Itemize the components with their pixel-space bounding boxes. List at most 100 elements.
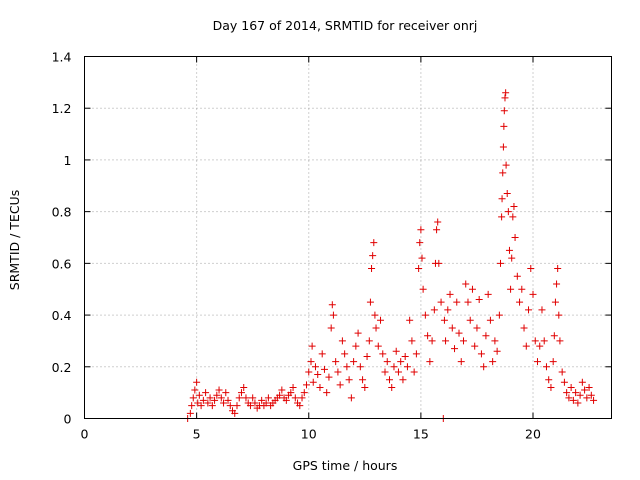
- data-point: [583, 394, 591, 402]
- data-point: [550, 332, 558, 340]
- data-point: [553, 280, 561, 288]
- data-point: [385, 376, 393, 384]
- data-point: [363, 352, 371, 360]
- data-point: [482, 332, 490, 340]
- data-point: [354, 329, 362, 337]
- data-point: [510, 202, 518, 210]
- data-point: [462, 280, 470, 288]
- data-point: [448, 324, 456, 332]
- data-point: [558, 368, 566, 376]
- data-point: [320, 365, 328, 373]
- data-point: [350, 358, 358, 366]
- data-point: [475, 296, 483, 304]
- data-point: [513, 272, 521, 280]
- data-point: [369, 252, 377, 260]
- data-point: [503, 190, 511, 198]
- grid: [84, 56, 612, 419]
- data-point: [572, 389, 580, 397]
- data-point: [189, 394, 197, 402]
- data-point: [345, 376, 353, 384]
- data-point: [511, 234, 519, 241]
- data-point: [233, 402, 241, 410]
- data-point: [444, 306, 452, 314]
- data-point: [343, 363, 351, 371]
- data-point: [533, 358, 541, 366]
- data-point: [282, 396, 290, 404]
- data-point: [560, 378, 568, 386]
- data-point: [500, 107, 508, 115]
- data-point: [208, 402, 216, 410]
- data-point: [569, 396, 577, 404]
- data-point: [480, 363, 488, 371]
- data-point: [213, 391, 221, 399]
- data-point: [499, 143, 507, 151]
- axis-ticks: [84, 56, 612, 419]
- data-point: [303, 381, 311, 389]
- data-point: [498, 213, 506, 221]
- data-point: [406, 316, 414, 324]
- data-point: [493, 347, 501, 355]
- data-point: [246, 402, 254, 410]
- data-point: [419, 285, 427, 293]
- data-point: [518, 285, 526, 293]
- data-point: [489, 358, 497, 366]
- data-point: [471, 342, 479, 350]
- y-tick-label: 1.4: [52, 50, 72, 65]
- data-point: [352, 342, 360, 350]
- data-point: [365, 337, 373, 345]
- data-point: [590, 396, 598, 404]
- data-point: [377, 316, 385, 324]
- data-point: [435, 259, 443, 267]
- data-point: [484, 290, 492, 298]
- y-tick-label: 1.2: [52, 101, 72, 116]
- data-point: [509, 213, 517, 221]
- data-point: [361, 383, 369, 391]
- x-tick-label: 0: [81, 427, 89, 442]
- data-point: [587, 391, 595, 399]
- data-point: [457, 358, 465, 366]
- data-point: [298, 394, 306, 402]
- data-point: [499, 169, 507, 177]
- data-point: [549, 358, 557, 366]
- data-point: [291, 394, 299, 402]
- data-point: [394, 368, 402, 376]
- y-tick-label: 0.2: [52, 360, 72, 375]
- data-point: [565, 394, 573, 402]
- data-point: [507, 285, 515, 293]
- data-points: [184, 89, 598, 422]
- data-point: [502, 161, 510, 169]
- data-point: [424, 332, 432, 340]
- data-point: [434, 218, 442, 226]
- data-point: [430, 306, 438, 314]
- data-point: [371, 311, 379, 319]
- x-axis-label: GPS time / hours: [293, 458, 398, 473]
- data-point: [370, 239, 378, 247]
- data-point: [468, 285, 476, 293]
- y-tick-label: 1: [64, 153, 72, 168]
- data-point: [327, 324, 335, 332]
- data-point: [545, 376, 553, 384]
- data-point: [356, 363, 364, 371]
- data-point: [329, 311, 337, 319]
- data-point: [305, 368, 313, 376]
- data-point: [563, 389, 571, 397]
- data-point: [567, 383, 575, 391]
- data-point: [334, 368, 342, 376]
- data-point: [502, 89, 510, 97]
- data-point: [231, 409, 239, 417]
- data-point: [332, 358, 340, 366]
- data-point: [585, 383, 593, 391]
- data-point: [359, 376, 367, 384]
- data-point: [486, 316, 494, 324]
- data-point: [264, 394, 272, 402]
- data-point: [195, 391, 203, 399]
- data-point: [408, 337, 416, 345]
- data-point: [388, 383, 396, 391]
- data-point: [336, 381, 344, 389]
- data-point: [251, 399, 259, 407]
- data-point: [527, 265, 535, 273]
- data-point: [540, 337, 548, 345]
- data-point: [428, 337, 436, 345]
- data-point: [531, 337, 539, 345]
